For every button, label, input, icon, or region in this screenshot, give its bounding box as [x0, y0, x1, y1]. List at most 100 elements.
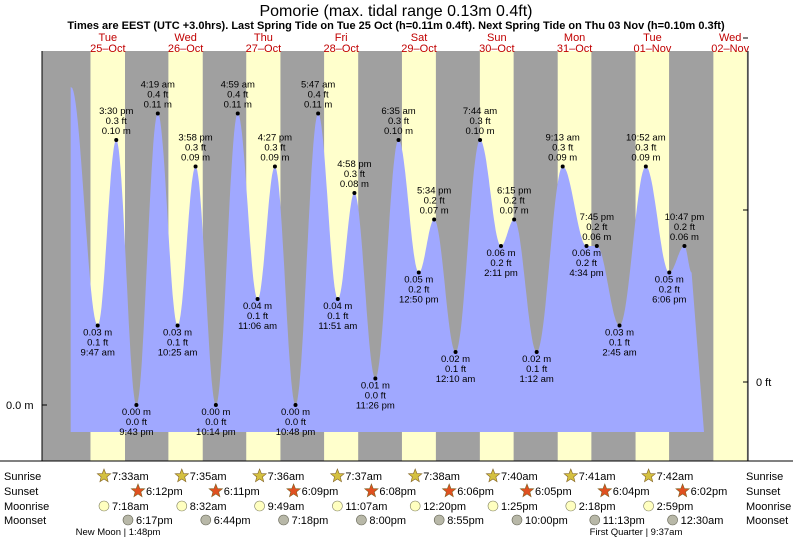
moonset-icon — [589, 514, 601, 526]
low-tide-label: 0.05 m — [404, 275, 433, 286]
tide-point — [175, 323, 180, 328]
high-tide-label: 0.2 ft — [586, 222, 607, 233]
low-tide-label: 10:14 pm — [196, 427, 236, 438]
day-name-label: Tue — [99, 32, 118, 44]
low-tide-label: 0.00 m — [281, 407, 310, 418]
chart-subtitle: Times are EEST (UTC +3.0hrs). Last Sprin… — [67, 20, 725, 32]
low-tide-label: 0.1 ft — [247, 311, 268, 322]
sunset-row-label-left: Sunset — [4, 486, 38, 498]
high-tide-label: 0.3 ft — [106, 116, 127, 127]
high-tide-label: 0.09 m — [631, 153, 660, 164]
moonrise-icon — [98, 500, 110, 512]
high-tide-label: 4:27 pm — [258, 133, 292, 144]
moonset-time: 10:00pm — [525, 515, 568, 527]
tide-point — [453, 350, 458, 354]
low-tide-label: 0.1 ft — [526, 364, 547, 375]
sunrise-row-label-left: Sunrise — [4, 471, 41, 483]
tide-point — [316, 111, 321, 116]
day-date-label: 28–Oct — [323, 43, 358, 55]
high-tide-label: 0.4 ft — [308, 90, 329, 101]
low-tide-label: 4:34 pm — [569, 268, 603, 279]
high-tide-label: 0.07 m — [420, 206, 449, 217]
sunrise-time: 7:40am — [501, 471, 538, 483]
high-tide-label: 0.4 ft — [227, 90, 248, 101]
sunset-icon — [286, 483, 302, 498]
sunset-icon — [363, 483, 379, 498]
low-tide-label: 0.1 ft — [445, 364, 466, 375]
moonset-icon — [278, 514, 289, 526]
low-tide-label: 0.2 ft — [490, 258, 511, 269]
sunrise-time: 7:37am — [345, 471, 382, 483]
high-tide-label: 0.3 ft — [552, 143, 573, 154]
daylight-band — [713, 51, 747, 461]
tide-point — [432, 217, 437, 222]
moonset-time: 11:13pm — [603, 515, 645, 527]
tide-point — [335, 297, 340, 301]
low-tide-label: 10:48 pm — [276, 427, 316, 438]
low-tide-label: 0.0 ft — [126, 417, 147, 428]
tide-point — [95, 323, 100, 328]
moonrise-time: 11:07am — [345, 501, 387, 513]
moonset-time: 12:30am — [681, 515, 724, 527]
day-date-label: 26–Oct — [168, 43, 203, 55]
low-tide-label: 0.02 m — [522, 354, 551, 365]
moonset-icon — [200, 514, 212, 526]
moonrise-icon — [565, 500, 577, 512]
moonset-row-label-left: Moonset — [4, 515, 46, 527]
high-tide-label: 0.3 ft — [388, 116, 409, 127]
sunrise-icon — [563, 468, 579, 483]
tide-point — [213, 403, 218, 407]
moonrise-icon — [487, 500, 499, 512]
moonset-time: 6:44pm — [214, 515, 251, 527]
sunrise-row-label-right: Sunrise — [746, 471, 783, 483]
sunset-icon — [519, 483, 535, 498]
low-tide-label: 0.1 ft — [167, 338, 188, 349]
moonrise-icon — [176, 500, 188, 512]
low-tide-label: 0.03 m — [605, 328, 634, 339]
tide-point — [512, 217, 517, 222]
high-tide-label: 0.09 m — [260, 153, 289, 164]
low-tide-label: 1:12 am — [520, 374, 554, 385]
moonrise-time: 2:18pm — [579, 501, 616, 513]
tide-point — [293, 403, 298, 407]
high-tide-label: 0.09 m — [548, 153, 577, 164]
sunrise-icon — [174, 468, 190, 483]
low-tide-label: 0.0 ft — [285, 417, 306, 428]
sunset-icon — [208, 483, 224, 498]
high-tide-label: 0.4 ft — [147, 90, 168, 101]
sunset-time: 6:11pm — [224, 486, 260, 498]
moon-phase-label: First Quarter | 9:37am — [590, 527, 683, 538]
low-tide-label: 0.2 ft — [659, 285, 680, 296]
day-date-label: 27–Oct — [246, 43, 281, 55]
sunrise-icon — [329, 468, 345, 483]
low-tide-label: 0.03 m — [163, 328, 192, 339]
sunrise-time: 7:33am — [112, 471, 149, 483]
moonset-row-label-right: Moonset — [746, 515, 788, 527]
sunset-row-label-right: Sunset — [746, 486, 780, 498]
day-name-label: Tue — [643, 32, 662, 44]
low-tide-label: 0.06 m — [486, 248, 515, 259]
high-tide-label: 3:58 pm — [178, 133, 212, 144]
moonset-time: 8:00pm — [369, 515, 406, 527]
moon-phase-label: New Moon | 1:48pm — [76, 527, 161, 538]
tide-area — [70, 87, 705, 432]
high-tide-label: 3:30 pm — [99, 106, 133, 117]
sunrise-icon — [641, 468, 657, 483]
tide-point — [352, 191, 357, 195]
high-tide-label: 4:58 pm — [337, 159, 371, 170]
high-tide-label: 7:44 am — [463, 106, 497, 117]
low-tide-label: 10:25 am — [158, 348, 198, 359]
low-tide-label: 0.03 m — [83, 328, 112, 339]
moonrise-icon — [643, 500, 654, 512]
low-tide-label: 11:26 pm — [356, 401, 395, 412]
sunset-time: 6:02pm — [691, 486, 728, 498]
high-tide-label: 0.11 m — [224, 100, 252, 111]
low-tide-label: 0.1 ft — [609, 338, 630, 349]
tide-point — [534, 350, 539, 354]
high-tide-label: 0.2 ft — [424, 196, 445, 207]
tide-point — [584, 244, 589, 248]
tide-point — [193, 164, 198, 169]
high-tide-label: 6:35 am — [381, 106, 415, 117]
low-tide-label: 0.2 ft — [408, 285, 429, 296]
low-tide-label: 2:45 am — [602, 348, 636, 359]
